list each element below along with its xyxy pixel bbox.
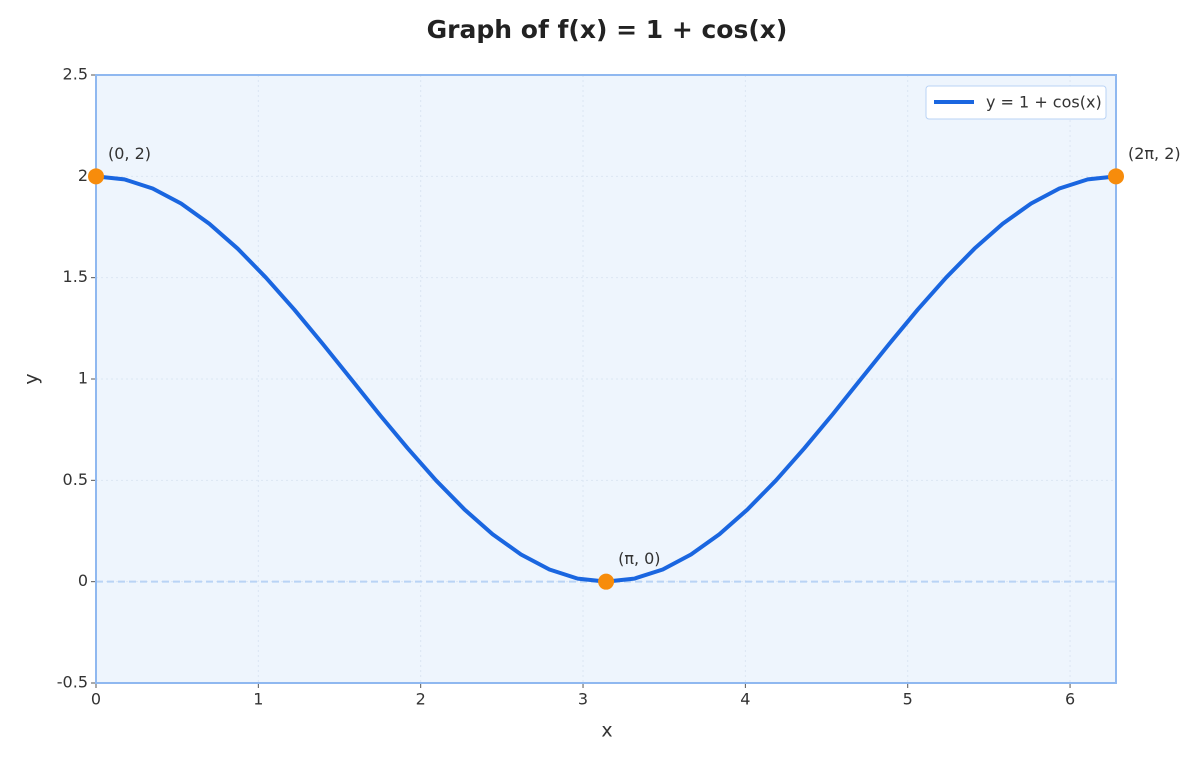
annotation-point (598, 573, 615, 590)
y-tick-label: 0 (78, 571, 88, 590)
annotation-point (88, 168, 104, 185)
annotation-point (1108, 168, 1124, 185)
legend-label: y = 1 + cos(x) (986, 93, 1102, 112)
chart-title: Graph of f(x) = 1 + cos(x) (427, 15, 788, 44)
x-tick-label: 4 (740, 690, 750, 709)
annotation-label: (π, 0) (618, 549, 660, 568)
y-tick-label: -0.5 (57, 673, 88, 692)
x-tick-label: 2 (416, 690, 426, 709)
x-tick-label: 3 (578, 690, 588, 709)
annotation-label: (0, 2) (108, 144, 151, 163)
y-tick-label: 2.5 (63, 65, 88, 84)
x-axis-label: x (601, 720, 612, 742)
x-tick-label: 0 (91, 690, 101, 709)
annotation-label: (2π, 2) (1128, 144, 1181, 163)
x-tick-label: 5 (903, 690, 913, 709)
y-tick-label: 1 (78, 369, 88, 388)
y-tick-label: 1.5 (63, 267, 88, 286)
y-tick-label: 0.5 (63, 470, 88, 489)
x-tick-label: 1 (253, 690, 263, 709)
legend-box (925, 85, 1107, 120)
x-tick-label: 6 (1065, 690, 1075, 709)
y-tick-label: 2 (78, 166, 88, 185)
y-axis-label: y (21, 373, 43, 384)
plot-border (95, 74, 1117, 684)
